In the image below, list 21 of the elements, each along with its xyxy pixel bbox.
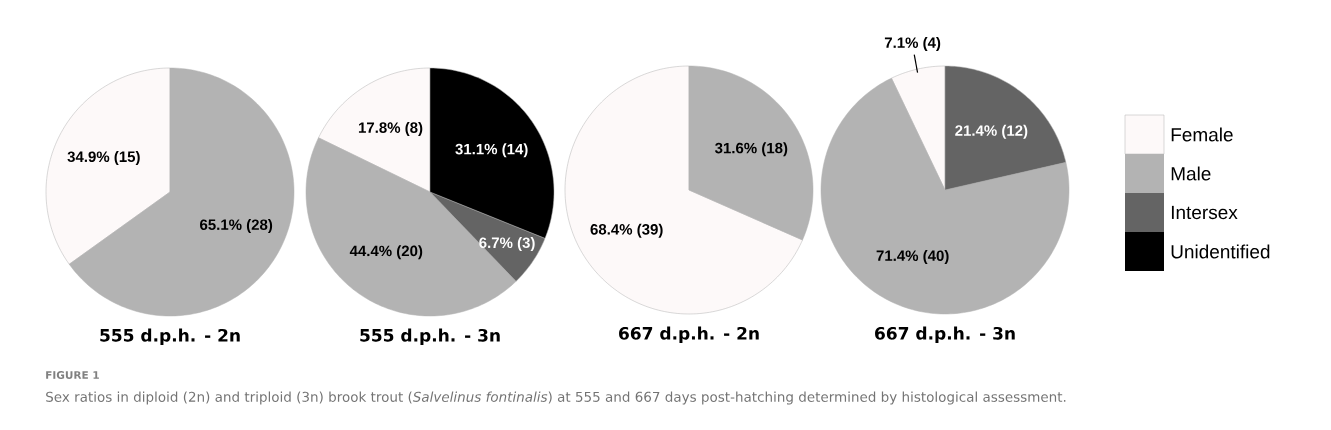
data-label: 17.8% (8) — [358, 121, 423, 136]
data-label: 31.1% (14) — [455, 143, 528, 158]
data-label: 31.6% (18) — [714, 142, 788, 157]
caption: FIGURE 1 — [46, 371, 99, 379]
text: 667 d.p.h. - 2n — [619, 326, 759, 344]
legend-label: Unidentified — [1171, 244, 1270, 259]
text: 555 d.p.h. - 3n — [360, 328, 500, 346]
legend-label: Intersex — [1171, 205, 1238, 220]
legend-label: Female — [1171, 127, 1233, 142]
data-label: 44.4% (20) — [349, 245, 423, 260]
text: Sex ratios in diploid (2n) and triploid (3n) brook trout (Salvelinus fontinalis) at 555 and 667 days post-hatching determined by histological assessment. — [46, 391, 1066, 405]
data-label: 7.1% (4) — [884, 36, 941, 51]
data-label: 68.4% (39) — [590, 223, 663, 238]
data-label: 71.4% (40) — [876, 250, 949, 264]
data-label: 6.7% (3) — [479, 237, 535, 252]
data-label: 34.9% (15) — [67, 151, 140, 165]
legend-label: Male — [1171, 166, 1211, 181]
data-label: 65.1% (28) — [200, 218, 273, 233]
text: 555 d.p.h. - 2n — [100, 328, 240, 346]
data-label: 21.4% (12) — [955, 124, 1028, 139]
text: 667 d.p.h. - 3n — [875, 326, 1015, 344]
